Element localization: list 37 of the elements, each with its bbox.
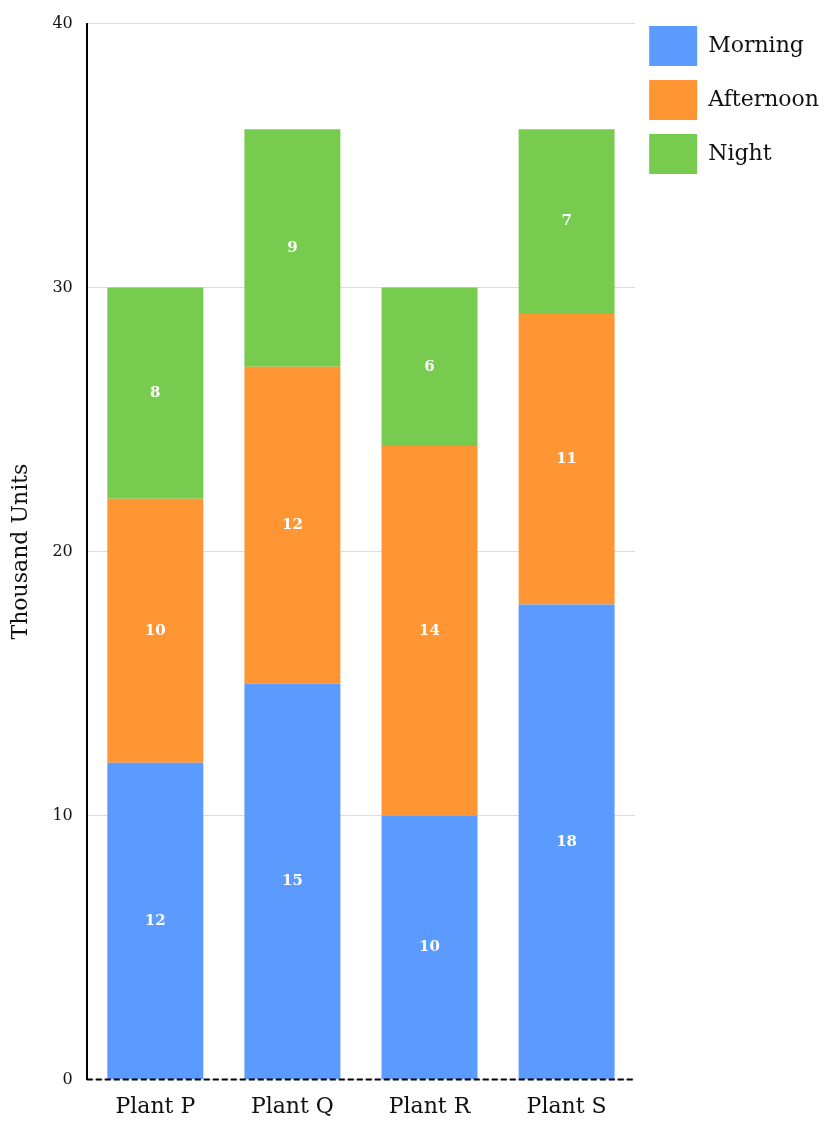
data-label: 10 xyxy=(419,937,440,956)
bar xyxy=(244,129,341,367)
data-label: 10 xyxy=(144,620,166,639)
bar xyxy=(381,446,478,816)
data-label: 12 xyxy=(144,910,166,929)
bar xyxy=(381,287,478,446)
data-label: 15 xyxy=(281,871,303,890)
bar xyxy=(244,683,341,1080)
data-label: 12 xyxy=(281,515,303,534)
data-label: 7 xyxy=(561,211,572,230)
data-label: 11 xyxy=(556,449,578,468)
y-axis-title: Thousand Units xyxy=(6,463,32,640)
bar xyxy=(244,366,341,684)
legend-label: Night xyxy=(708,139,772,165)
y-tick-label: 10 xyxy=(52,804,73,824)
data-label: 9 xyxy=(287,237,298,256)
x-tick-label: Plant P xyxy=(115,1092,196,1118)
legend-label: Morning xyxy=(708,31,804,57)
data-label: 18 xyxy=(556,831,578,850)
x-tick-label: Plant R xyxy=(388,1092,472,1118)
y-tick-label: 20 xyxy=(52,540,73,560)
bar xyxy=(107,498,204,763)
bar xyxy=(381,815,478,1080)
y-tick-label: 30 xyxy=(52,276,73,296)
data-label: 6 xyxy=(424,356,435,375)
x-tick-label: Plant Q xyxy=(250,1092,334,1118)
bar xyxy=(107,287,204,499)
x-tick-label: Plant S xyxy=(526,1092,607,1118)
bar xyxy=(518,129,615,314)
legend-label: Afternoon xyxy=(707,85,820,111)
bar xyxy=(518,604,615,1080)
bar xyxy=(518,314,615,605)
data-label: 8 xyxy=(150,383,161,402)
bar xyxy=(107,762,204,1080)
y-tick-label: 0 xyxy=(62,1068,73,1088)
data-label: 14 xyxy=(419,620,440,639)
y-tick-label: 40 xyxy=(52,12,73,32)
